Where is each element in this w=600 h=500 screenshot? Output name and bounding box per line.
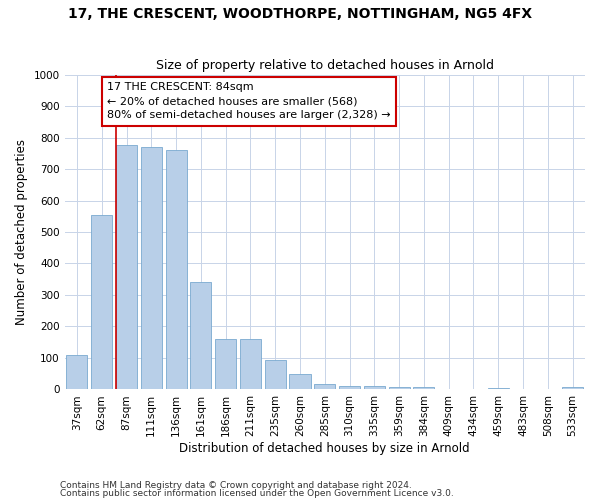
Bar xyxy=(488,388,509,390)
Bar xyxy=(265,360,286,390)
Text: 17 THE CRESCENT: 84sqm
← 20% of detached houses are smaller (568)
80% of semi-de: 17 THE CRESCENT: 84sqm ← 20% of detached… xyxy=(107,82,391,120)
Text: Contains public sector information licensed under the Open Government Licence v3: Contains public sector information licen… xyxy=(60,489,454,498)
Bar xyxy=(141,147,162,390)
Bar xyxy=(91,214,112,390)
Text: 17, THE CRESCENT, WOODTHORPE, NOTTINGHAM, NG5 4FX: 17, THE CRESCENT, WOODTHORPE, NOTTINGHAM… xyxy=(68,8,532,22)
Bar xyxy=(67,355,88,390)
Bar xyxy=(314,384,335,390)
Title: Size of property relative to detached houses in Arnold: Size of property relative to detached ho… xyxy=(156,59,494,72)
X-axis label: Distribution of detached houses by size in Arnold: Distribution of detached houses by size … xyxy=(179,442,470,455)
Bar xyxy=(389,387,410,390)
Bar xyxy=(562,387,583,390)
Bar xyxy=(413,387,434,390)
Bar xyxy=(339,386,360,390)
Bar xyxy=(116,146,137,390)
Bar xyxy=(364,386,385,390)
Y-axis label: Number of detached properties: Number of detached properties xyxy=(15,139,28,325)
Bar xyxy=(215,339,236,390)
Bar xyxy=(166,150,187,390)
Bar xyxy=(240,339,261,390)
Bar xyxy=(190,282,211,390)
Bar xyxy=(289,374,311,390)
Text: Contains HM Land Registry data © Crown copyright and database right 2024.: Contains HM Land Registry data © Crown c… xyxy=(60,480,412,490)
